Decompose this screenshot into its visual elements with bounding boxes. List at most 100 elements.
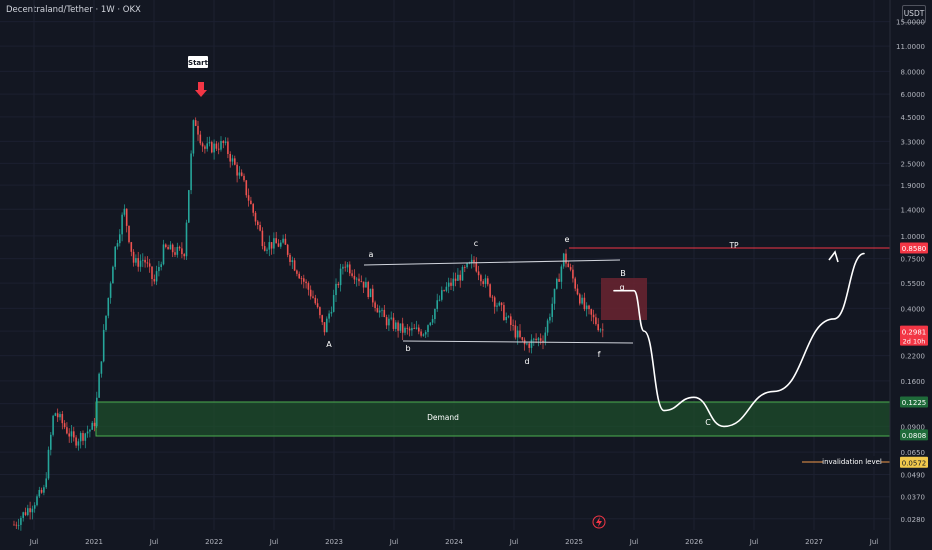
candle bbox=[602, 329, 604, 331]
candle bbox=[305, 281, 307, 284]
x-tick-label: 2022 bbox=[205, 538, 223, 546]
candle bbox=[381, 309, 383, 311]
candle bbox=[592, 314, 595, 318]
candle bbox=[560, 266, 563, 282]
wave-label-f: f bbox=[598, 350, 601, 359]
candle bbox=[296, 270, 298, 274]
candle bbox=[443, 290, 445, 291]
wave-labels: A B C a b c d e f g bbox=[326, 235, 711, 427]
demand-label: Demand bbox=[427, 413, 459, 422]
candle bbox=[222, 141, 225, 143]
candle bbox=[388, 318, 390, 326]
candle bbox=[454, 278, 457, 281]
candle bbox=[360, 281, 363, 283]
candle bbox=[464, 267, 466, 268]
candle bbox=[22, 512, 24, 518]
y-tick-label: 0.1600 bbox=[901, 378, 926, 386]
candle bbox=[337, 283, 340, 286]
candle bbox=[236, 164, 238, 176]
candle bbox=[298, 273, 300, 279]
candle bbox=[155, 271, 158, 282]
candle bbox=[424, 332, 427, 335]
candle bbox=[599, 329, 602, 331]
candle bbox=[312, 296, 314, 298]
candle bbox=[390, 317, 392, 319]
candle bbox=[75, 437, 77, 446]
candle bbox=[109, 283, 112, 298]
candle bbox=[263, 246, 266, 251]
candle bbox=[482, 281, 484, 284]
candle bbox=[201, 143, 204, 147]
candle bbox=[116, 243, 119, 247]
invalidation-label-bg bbox=[823, 456, 881, 467]
candle bbox=[112, 266, 114, 284]
price-badge-label: 0.2981 bbox=[902, 329, 927, 337]
candle bbox=[79, 433, 82, 442]
candle bbox=[148, 263, 151, 267]
candle bbox=[404, 327, 406, 333]
candle bbox=[178, 246, 181, 249]
candle bbox=[93, 422, 96, 427]
candle bbox=[549, 316, 551, 321]
candle bbox=[516, 330, 519, 338]
x-tick-label: 2021 bbox=[85, 538, 103, 546]
candle bbox=[66, 427, 68, 434]
wave-label-a: a bbox=[369, 250, 374, 259]
candle bbox=[208, 142, 211, 144]
candle bbox=[43, 487, 45, 493]
candle bbox=[31, 508, 34, 513]
candle bbox=[572, 269, 574, 279]
candle bbox=[100, 361, 103, 374]
candle bbox=[450, 282, 452, 286]
start-arrow-icon bbox=[195, 82, 207, 97]
candle bbox=[169, 244, 172, 250]
candle bbox=[342, 266, 344, 269]
candle bbox=[344, 266, 346, 268]
candle bbox=[581, 297, 583, 304]
candle bbox=[358, 278, 360, 282]
candle bbox=[489, 284, 491, 297]
candle bbox=[519, 330, 521, 338]
candle bbox=[270, 242, 273, 249]
candle bbox=[569, 267, 572, 270]
candle bbox=[434, 308, 436, 320]
candle bbox=[167, 246, 169, 250]
y-tick-label: 11.0000 bbox=[896, 43, 925, 51]
candle bbox=[132, 251, 135, 263]
candle bbox=[537, 338, 540, 341]
time-axis[interactable]: Jul 2021 Jul 2022 Jul 2023 Jul 2024 Jul 2025 Jul 20… bbox=[29, 538, 879, 546]
candle bbox=[401, 323, 404, 333]
candle bbox=[507, 316, 510, 318]
candle bbox=[197, 125, 199, 135]
candle bbox=[250, 200, 252, 205]
candle bbox=[33, 505, 36, 509]
candle bbox=[257, 221, 259, 226]
y-tick-label: 6.0000 bbox=[901, 91, 926, 99]
candle bbox=[63, 423, 66, 428]
candle bbox=[84, 433, 87, 441]
price-axis[interactable]: 15.0000 11.0000 8.0000 6.0000 4.5000 3.3000 2.… bbox=[896, 19, 925, 524]
price-badge-countdown: 2d 10h bbox=[903, 338, 926, 346]
candle bbox=[160, 264, 162, 268]
candle bbox=[137, 258, 139, 267]
candle bbox=[487, 278, 489, 285]
x-tick-label: Jul bbox=[269, 538, 279, 546]
candle bbox=[259, 225, 261, 231]
candle bbox=[383, 309, 386, 318]
candle bbox=[574, 278, 576, 289]
candle bbox=[289, 254, 291, 262]
candle bbox=[316, 303, 319, 308]
candle bbox=[183, 254, 185, 257]
currency-unit-button[interactable]: USDT bbox=[902, 5, 926, 23]
lightning-icon[interactable] bbox=[596, 517, 602, 527]
price-badge-label: 0.8580 bbox=[902, 245, 927, 253]
start-label-bg bbox=[188, 56, 208, 68]
x-tick-label: 2025 bbox=[565, 538, 583, 546]
wave-label-c-major: C bbox=[705, 418, 711, 427]
candle bbox=[562, 253, 565, 267]
candle bbox=[461, 267, 464, 281]
candle bbox=[282, 238, 284, 243]
candle bbox=[174, 252, 176, 255]
triangle-lower-line bbox=[402, 340, 634, 344]
